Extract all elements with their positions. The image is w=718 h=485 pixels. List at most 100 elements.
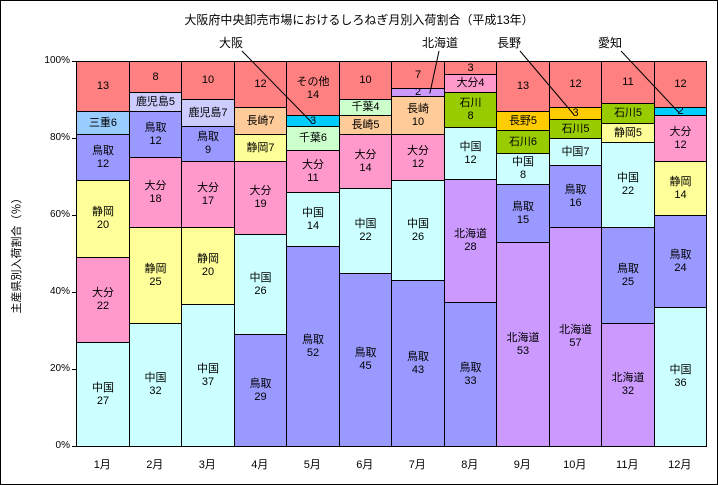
segment-label: 26 xyxy=(411,230,425,243)
bar-segment: 大分 17 xyxy=(181,161,235,228)
segment-label: 8 xyxy=(152,70,159,83)
bar-segment: 鳥取 12 xyxy=(129,111,182,158)
bar-segment: 北海道 53 xyxy=(496,242,550,447)
x-axis-label: 2月 xyxy=(146,459,164,471)
segment-label: 長崎5 xyxy=(351,118,380,131)
segment-label: 静岡 xyxy=(92,206,114,218)
annotation-label: 愛知 xyxy=(598,36,623,50)
segment-label: 鳥取 xyxy=(459,361,482,374)
segment-label: 8 xyxy=(467,110,474,122)
bar-segment: 千葉4 xyxy=(339,99,392,116)
x-axis-label: 4月 xyxy=(251,459,269,471)
bar-segment: 中国 22 xyxy=(601,142,655,228)
bar-segment: 中国 32 xyxy=(129,323,182,447)
segment-label: 長野5 xyxy=(508,114,538,127)
segment-label: 中国 xyxy=(249,271,272,284)
segment-label: 静岡 xyxy=(144,262,167,275)
segment-label: 7 xyxy=(414,68,422,81)
bar-segment: 大分 22 xyxy=(76,257,130,343)
bar-segment: 8 xyxy=(129,61,182,93)
bar-segment: 北海道 32 xyxy=(601,323,655,447)
segment-label: 大分 xyxy=(669,125,692,138)
segment-label: 中国 xyxy=(354,218,377,230)
segment-label: 中国 xyxy=(459,140,482,153)
y-axis-tick xyxy=(72,138,76,139)
bar-segment: 10 xyxy=(339,61,392,100)
bar-segment: 石川5 xyxy=(601,103,655,124)
segment-label: その他 xyxy=(296,75,330,88)
bar-segment: 大分 19 xyxy=(234,161,287,235)
segment-label: 大分4 xyxy=(456,77,485,89)
segment-label: 22 xyxy=(96,300,110,312)
y-axis-tick xyxy=(72,61,76,62)
segment-label: 大分 xyxy=(144,179,167,192)
segment-label: 鳥取 xyxy=(354,347,377,359)
segment-label: 10 xyxy=(201,74,215,86)
annotation-label: 大阪 xyxy=(219,36,244,50)
segment-label: 静岡7 xyxy=(246,141,275,154)
y-axis-tick-label: 100% xyxy=(44,55,70,66)
segment-label: 静岡 xyxy=(197,253,219,265)
segment-label: 2 xyxy=(414,86,422,98)
bar-segment: 11 xyxy=(601,61,655,104)
bar-segment: 7 xyxy=(391,61,445,89)
bar-segment: 12 xyxy=(234,61,287,108)
bar-segment: 石川 8 xyxy=(444,92,497,128)
segment-label: 鹿児島7 xyxy=(188,106,228,119)
segment-label: 長崎 xyxy=(407,102,429,115)
segment-label: 24 xyxy=(674,261,687,274)
segment-label: 大分 xyxy=(354,148,377,161)
bar-segment: 13 xyxy=(496,61,550,112)
segment-label: 17 xyxy=(201,194,215,207)
x-axis-label: 3月 xyxy=(198,459,216,471)
segment-label: 大分 xyxy=(407,144,429,157)
bar-segment: 鳥取 15 xyxy=(496,184,550,243)
segment-label: 鳥取 xyxy=(144,121,167,134)
segment-label: 43 xyxy=(411,363,425,376)
segment-label: 大分 xyxy=(92,287,114,299)
y-axis-tick-label: 60% xyxy=(49,209,70,220)
segment-label: 静岡 xyxy=(669,175,692,188)
segment-label: 25 xyxy=(621,275,635,288)
y-axis-tick xyxy=(72,446,76,447)
segment-label: 12 xyxy=(411,157,425,170)
bar-segment: 13 xyxy=(76,61,130,112)
bar-segment: 北海道 28 xyxy=(444,179,497,303)
bar-segment: 静岡 20 xyxy=(76,180,130,258)
bar-segment: 静岡5 xyxy=(601,123,655,143)
bar-segment: 中国 27 xyxy=(76,342,130,447)
bar-segment: 中国7 xyxy=(549,138,602,166)
plot-area: 中国 27 大分 22 静岡 20 鳥取 12 三重6 13 中国 32 静岡 25 大分 18 鳥取 12 鹿児島… xyxy=(76,61,707,447)
segment-label: 石川5 xyxy=(561,122,590,135)
segment-label: 36 xyxy=(674,377,687,389)
bar-segment: 中国 37 xyxy=(181,304,235,447)
segment-label: 鳥取 xyxy=(92,144,114,157)
bar-segment: 10 xyxy=(181,61,235,100)
segment-label: 12 xyxy=(464,153,477,166)
segment-label: 15 xyxy=(516,213,530,226)
segment-label: 52 xyxy=(306,346,320,359)
bar-segment: 鳥取 43 xyxy=(391,280,445,447)
segment-label: 32 xyxy=(149,385,162,397)
bar-segment: 長野5 xyxy=(496,111,550,131)
bar-segment: 長崎 10 xyxy=(391,96,445,135)
segment-label: 14 xyxy=(306,219,320,232)
segment-label: 北海道 xyxy=(454,228,487,240)
x-axis-label: 12月 xyxy=(668,459,692,471)
segment-label: 11 xyxy=(622,76,634,88)
bar-segment: 中国 26 xyxy=(391,180,445,281)
segment-label: 33 xyxy=(464,374,477,387)
segment-label: 12 xyxy=(569,78,582,90)
segment-label: 石川5 xyxy=(613,107,643,119)
chart-title: 大阪府中央卸売市場におけるしろねぎ月別入荷割合（平成13年） xyxy=(184,13,534,27)
segment-label: 19 xyxy=(254,198,267,210)
segment-label: 14 xyxy=(359,161,372,174)
x-axis-label: 7月 xyxy=(408,459,426,471)
segment-label: 3 xyxy=(572,107,579,119)
x-axis-label: 1月 xyxy=(93,459,111,471)
bar-segment: 鳥取 52 xyxy=(286,246,340,447)
x-axis-label: 8月 xyxy=(461,459,479,471)
bar-segment: 鹿児島7 xyxy=(181,99,235,127)
bar-segment: 3 xyxy=(549,107,602,120)
segment-label: 鳥取 xyxy=(407,350,429,363)
